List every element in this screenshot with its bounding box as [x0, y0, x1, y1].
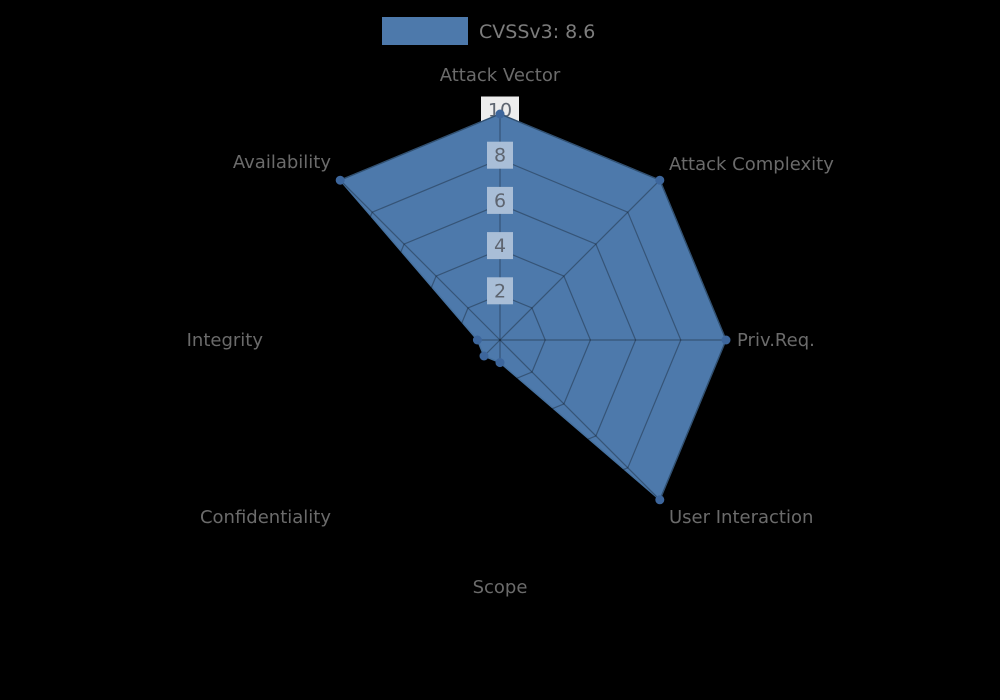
marker-user-interaction — [655, 495, 665, 505]
axis-labels: Attack Vector Attack Complexity Priv.Req. U… — [187, 65, 835, 598]
axis-label-confidentiality: Confidentiality — [200, 507, 331, 528]
grid-spoke-confidentiality — [339, 339, 501, 501]
marker-attack-complexity — [655, 175, 665, 185]
axis-label-priv-req: Priv.Req. — [737, 330, 815, 351]
marker-priv-req — [721, 335, 731, 345]
radial-tick-6: 6 — [494, 190, 506, 212]
legend-label: CVSSv3: 8.6 — [479, 21, 595, 43]
marker-availability — [335, 175, 345, 185]
axis-label-attack-vector: Attack Vector — [440, 65, 561, 86]
legend: CVSSv3: 8.6 — [382, 17, 595, 45]
marker-integrity — [472, 335, 482, 345]
axis-label-availability: Availability — [233, 152, 331, 173]
radial-tick-2: 2 — [494, 280, 506, 302]
axis-label-scope: Scope — [473, 577, 528, 598]
marker-attack-vector — [495, 109, 505, 119]
axis-label-integrity: Integrity — [187, 330, 264, 351]
grid-spoke-user-interaction — [499, 339, 661, 501]
grid-ring-4 — [408, 248, 592, 432]
axis-label-attack-complexity: Attack Complexity — [669, 154, 834, 175]
data-markers — [335, 109, 731, 505]
grid-spoke-attack-complexity — [499, 179, 661, 341]
grid-ring-2 — [454, 294, 546, 386]
radial-tick-4: 4 — [494, 235, 506, 257]
grid-ring-6 — [363, 203, 637, 477]
legend-swatch — [382, 17, 468, 45]
grid-ring-10 — [273, 113, 727, 567]
radial-tick-labels: 2 4 6 8 — [487, 141, 513, 305]
marker-scope — [495, 358, 505, 368]
grid-ring-8 — [318, 158, 682, 522]
radial-tick-8: 8 — [494, 145, 506, 167]
marker-confidentiality — [479, 351, 489, 361]
grid-spoke-availability — [339, 179, 501, 341]
axis-label-user-interaction: User Interaction — [669, 507, 813, 528]
